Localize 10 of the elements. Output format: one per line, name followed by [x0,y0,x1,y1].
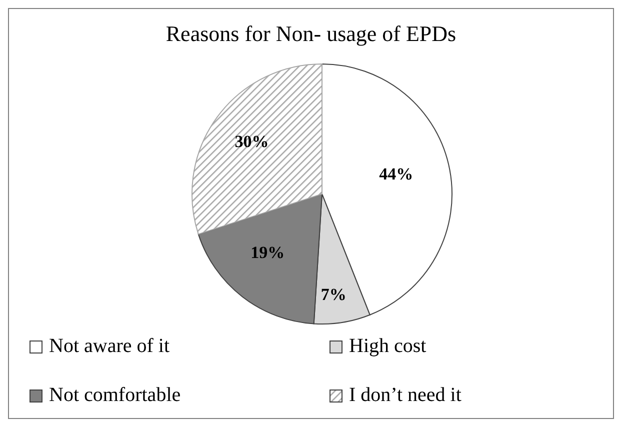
data-label: 7% [320,284,346,304]
data-label: 30% [234,132,269,152]
legend-label: I don’t need it [349,384,462,407]
chart-title: Reasons for Non- usage of EPDs [164,21,458,47]
legend-label: Not aware of it [49,335,170,358]
data-label: 44% [379,164,414,184]
data-label: 19% [250,243,285,262]
legend-label: High cost [349,335,426,358]
legend-label: Not comfortable [49,384,181,407]
pie-slice [192,64,322,235]
